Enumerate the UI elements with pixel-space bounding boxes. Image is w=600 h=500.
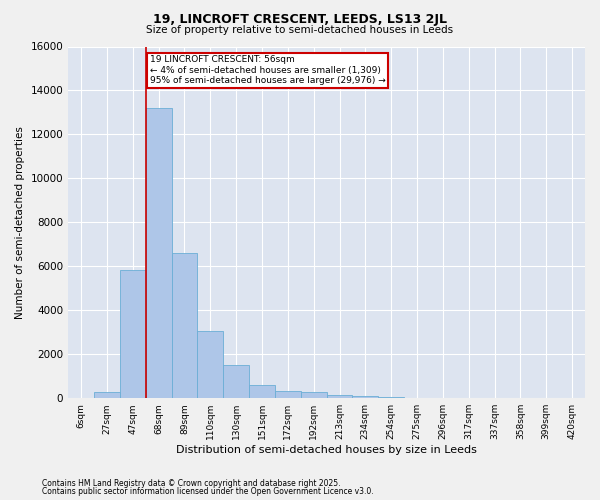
Bar bbox=[172, 253, 197, 398]
Bar bbox=[249, 385, 275, 398]
Bar bbox=[223, 365, 249, 398]
Text: Contains public sector information licensed under the Open Government Licence v3: Contains public sector information licen… bbox=[42, 487, 374, 496]
Bar bbox=[275, 390, 301, 398]
Y-axis label: Number of semi-detached properties: Number of semi-detached properties bbox=[15, 126, 25, 319]
Bar bbox=[197, 331, 223, 398]
Text: 19, LINCROFT CRESCENT, LEEDS, LS13 2JL: 19, LINCROFT CRESCENT, LEEDS, LS13 2JL bbox=[153, 12, 447, 26]
Bar bbox=[352, 396, 378, 398]
Text: 19 LINCROFT CRESCENT: 56sqm
← 4% of semi-detached houses are smaller (1,309)
95%: 19 LINCROFT CRESCENT: 56sqm ← 4% of semi… bbox=[149, 56, 385, 85]
Bar bbox=[94, 392, 120, 398]
Bar bbox=[378, 397, 404, 398]
Text: Contains HM Land Registry data © Crown copyright and database right 2025.: Contains HM Land Registry data © Crown c… bbox=[42, 478, 341, 488]
Bar bbox=[120, 270, 146, 398]
Bar bbox=[301, 392, 326, 398]
Bar bbox=[146, 108, 172, 398]
Text: Size of property relative to semi-detached houses in Leeds: Size of property relative to semi-detach… bbox=[146, 25, 454, 35]
X-axis label: Distribution of semi-detached houses by size in Leeds: Distribution of semi-detached houses by … bbox=[176, 445, 477, 455]
Bar bbox=[326, 395, 352, 398]
